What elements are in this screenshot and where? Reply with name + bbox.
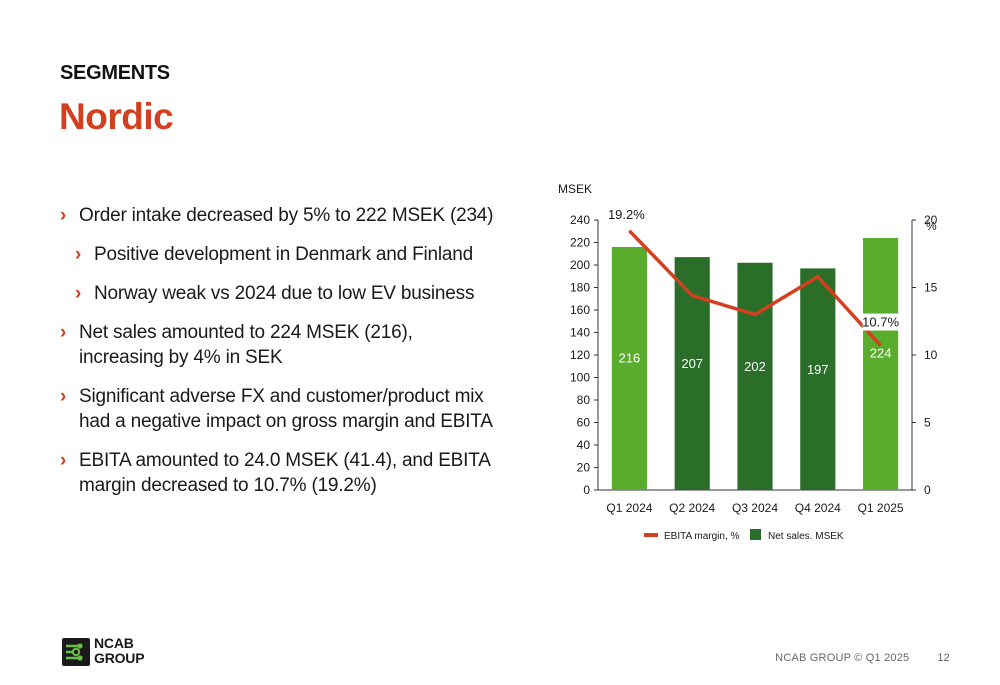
section-label: SEGMENTS bbox=[60, 62, 170, 84]
page-title: Nordic bbox=[59, 96, 174, 137]
circuit-logo-icon bbox=[62, 638, 90, 666]
y-tick-label: 120 bbox=[570, 348, 590, 362]
y-tick-label: 60 bbox=[577, 416, 591, 430]
sub-bullet-item: › Norway weak vs 2024 due to low EV busin… bbox=[75, 281, 500, 306]
legend-label-ebita: EBITA margin, % bbox=[664, 531, 740, 542]
footer: NCAB GROUP © Q1 2025 12 bbox=[775, 652, 950, 664]
bar-value-label: 224 bbox=[870, 345, 892, 360]
y-tick-label: 40 bbox=[577, 438, 591, 452]
y-tick-label: 200 bbox=[570, 258, 590, 272]
y2-tick-label: 10 bbox=[924, 348, 938, 362]
y-tick-label: 220 bbox=[570, 236, 590, 250]
bullet-item: › Net sales amounted to 224 MSEK (216), i… bbox=[60, 320, 500, 370]
chevron-right-icon: › bbox=[75, 283, 82, 304]
y2-tick-label: 0 bbox=[924, 483, 931, 497]
bullet-text: Norway weak vs 2024 due to low EV busine… bbox=[94, 283, 475, 304]
bar-net-sales bbox=[737, 262, 773, 490]
bullet-item: › EBITA amounted to 24.0 MSEK (41.4), and… bbox=[60, 448, 500, 498]
x-tick-label: Q1 2024 bbox=[606, 501, 652, 515]
y2-tick-label: 15 bbox=[924, 281, 938, 295]
bullet-item: › Order intake decreased by 5% to 222 MSE… bbox=[60, 203, 500, 228]
y2-tick-label: 5 bbox=[924, 416, 931, 430]
bar-value-label: 197 bbox=[807, 362, 829, 377]
bullet-list: › Order intake decreased by 5% to 222 MSE… bbox=[60, 203, 500, 512]
line-value-label: 10.7% bbox=[862, 315, 899, 330]
chevron-right-icon: › bbox=[60, 386, 67, 407]
bar-net-sales bbox=[800, 268, 836, 490]
legend-label-net-sales: Net sales. MSEK bbox=[768, 531, 844, 542]
legend-swatch-net-sales bbox=[750, 529, 761, 540]
left-axis-label: MSEK bbox=[558, 182, 592, 196]
chart-svg: MSEK% 0 20 40 60 80 100 120 140 160 180 200 220 240 0 5… bbox=[558, 182, 938, 542]
y-tick-label: 160 bbox=[570, 303, 590, 317]
bar-value-label: 207 bbox=[681, 356, 703, 371]
line-value-label: 19.2% bbox=[608, 207, 645, 222]
x-tick-label: Q2 2024 bbox=[669, 501, 715, 515]
bullet-text: Significant adverse FX and customer/prod… bbox=[79, 386, 493, 432]
right-axis-label: % bbox=[926, 219, 937, 233]
y2-tick-label: 20 bbox=[924, 213, 938, 227]
y-tick-label: 80 bbox=[577, 393, 591, 407]
bullet-text: Order intake decreased by 5% to 222 MSEK… bbox=[79, 205, 494, 226]
y-tick-label: 0 bbox=[583, 483, 590, 497]
y-tick-label: 180 bbox=[570, 281, 590, 295]
bullet-text: Positive development in Denmark and Finl… bbox=[94, 244, 473, 265]
sub-bullet-item: › Positive development in Denmark and Fin… bbox=[75, 242, 500, 267]
bar-net-sales bbox=[611, 247, 647, 490]
y-tick-label: 140 bbox=[570, 326, 590, 340]
bar-net-sales bbox=[674, 257, 710, 490]
logo-text: NCAB GROUP bbox=[94, 635, 145, 666]
bullet-text: Net sales amounted to 224 MSEK (216), in… bbox=[79, 322, 413, 368]
bar-net-sales bbox=[863, 238, 899, 490]
y-tick-label: 20 bbox=[577, 461, 591, 475]
bar-value-label: 216 bbox=[619, 350, 641, 365]
x-tick-label: Q3 2024 bbox=[732, 501, 778, 515]
bullet-text: EBITA amounted to 24.0 MSEK (41.4), and … bbox=[79, 450, 490, 496]
y-tick-label: 240 bbox=[570, 213, 590, 227]
bullet-item: › Significant adverse FX and customer/pro… bbox=[60, 384, 500, 434]
footer-copyright: NCAB GROUP © Q1 2025 bbox=[775, 652, 910, 664]
x-tick-label: Q1 2025 bbox=[858, 501, 904, 515]
ncab-logo: NCAB GROUP bbox=[60, 636, 145, 670]
chevron-right-icon: › bbox=[75, 244, 82, 265]
chart: MSEK% 0 20 40 60 80 100 120 140 160 180 200 220 240 0 5… bbox=[550, 178, 970, 558]
page-number: 12 bbox=[937, 652, 950, 664]
chevron-right-icon: › bbox=[60, 450, 67, 471]
x-tick-label: Q4 2024 bbox=[795, 501, 841, 515]
chevron-right-icon: › bbox=[60, 322, 67, 343]
line-label-background bbox=[862, 313, 899, 331]
bar-value-label: 202 bbox=[744, 359, 766, 374]
chevron-right-icon: › bbox=[60, 205, 67, 226]
y-tick-label: 100 bbox=[570, 371, 590, 385]
